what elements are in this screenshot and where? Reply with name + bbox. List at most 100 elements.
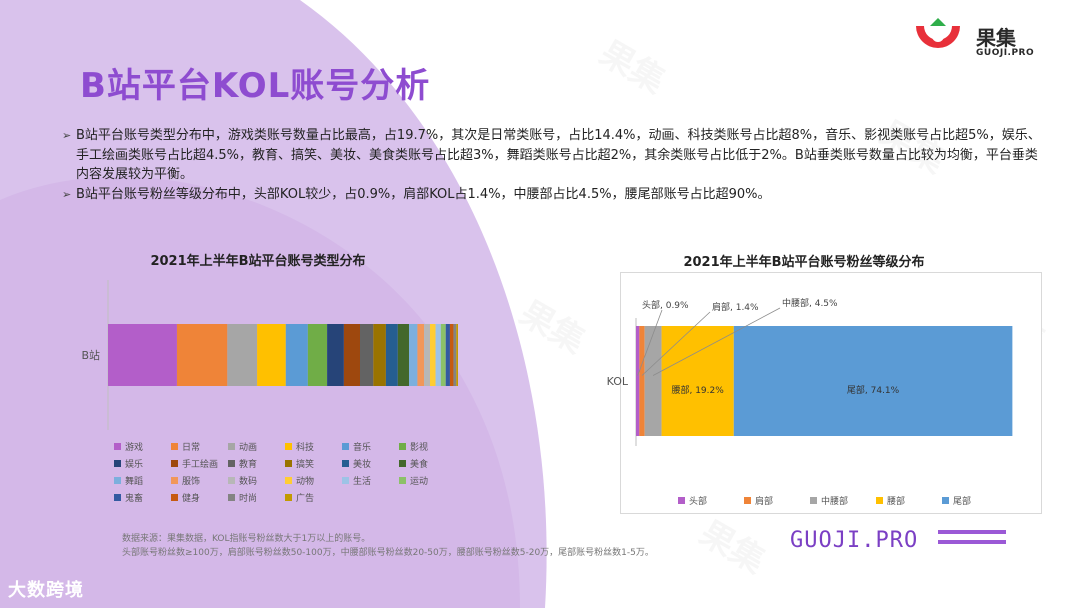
legend-swatch <box>744 497 751 504</box>
page-title: B站平台KOL账号分析 <box>80 66 431 106</box>
footer-bars-icon <box>938 530 1006 554</box>
bar-时尚 <box>453 324 457 386</box>
legend-swatch <box>810 497 817 504</box>
legend-label: 娱乐 <box>125 458 143 470</box>
bullet-item: B站平台账号类型分布中，游戏类账号数量占比最高，占19.7%，其次是日常类账号，… <box>62 126 1042 185</box>
legend-swatch <box>342 477 349 484</box>
legend-label: 动物 <box>296 475 314 487</box>
legend-swatch <box>285 443 292 450</box>
legend-label: 鬼畜 <box>125 492 143 504</box>
bar-音乐 <box>285 324 308 386</box>
bar-美妆 <box>385 324 398 386</box>
legend-label: 搞笑 <box>296 458 314 470</box>
chart1-category-label: B站 <box>81 348 100 362</box>
legend-label: 数码 <box>239 475 257 487</box>
legend-swatch <box>228 494 235 501</box>
legend-label: 肩部 <box>755 495 773 507</box>
legend-swatch <box>114 460 121 467</box>
bar-教育 <box>360 324 374 386</box>
chart1-title: 2021年上半年B站平台账号类型分布 <box>150 254 366 269</box>
bar-动画 <box>227 324 258 386</box>
logo-name: 果集 <box>976 26 1016 50</box>
legend-swatch <box>285 477 292 484</box>
legend-swatch <box>399 443 406 450</box>
legend-label: 日常 <box>182 441 200 453</box>
legend-swatch <box>228 477 235 484</box>
legend-label: 生活 <box>353 475 371 487</box>
legend-label: 教育 <box>239 458 257 470</box>
bar-影视 <box>307 324 328 386</box>
legend-label: 广告 <box>296 492 314 504</box>
callout-line <box>652 307 781 376</box>
legend-label: 影视 <box>410 441 428 453</box>
data-label: 肩部, 1.4% <box>712 301 759 313</box>
legend-label: 腰部 <box>887 495 905 507</box>
legend-label: 舞蹈 <box>125 476 143 487</box>
bar-头部 <box>636 326 640 436</box>
legend-label: 科技 <box>296 441 314 453</box>
bar-生活 <box>435 324 441 386</box>
bar-服饰 <box>417 324 425 386</box>
legend-swatch <box>942 497 949 504</box>
legend-swatch <box>678 497 685 504</box>
bottom-logo: 大数跨境 <box>8 580 84 601</box>
bar-日常 <box>176 324 228 386</box>
legend-swatch <box>285 460 292 467</box>
legend-swatch <box>114 477 121 484</box>
bar-运动 <box>440 324 446 386</box>
chart2-title: 2021年上半年B站平台账号粉丝等级分布 <box>683 255 925 270</box>
data-label: 尾部, 74.1% <box>847 384 900 396</box>
legend-swatch <box>285 494 292 501</box>
bar-健身 <box>449 324 454 386</box>
data-label: 中腰部, 4.5% <box>782 297 838 309</box>
logo-subtitle: GUOJI.PRO <box>976 48 1035 58</box>
legend-swatch <box>171 494 178 501</box>
legend-label: 头部 <box>689 495 707 507</box>
bar-美食 <box>397 324 409 386</box>
chart2-category-label: KOL <box>607 375 629 388</box>
legend-label: 游戏 <box>125 441 143 453</box>
bar-游戏 <box>108 324 177 386</box>
callout-line <box>637 309 663 376</box>
legend-label: 美妆 <box>353 458 371 470</box>
legend-label: 动画 <box>239 442 257 453</box>
bar-广告 <box>456 324 458 386</box>
legend-label: 美食 <box>410 458 428 470</box>
legend-label: 音乐 <box>353 441 371 453</box>
bar-动物 <box>430 324 436 386</box>
legend-swatch <box>171 460 178 467</box>
callout-line <box>641 311 711 376</box>
bar-舞蹈 <box>409 324 418 386</box>
legend-swatch <box>114 494 121 501</box>
legend-swatch <box>342 460 349 467</box>
bar-手工绘画 <box>343 324 360 386</box>
legend-label: 服饰 <box>182 475 200 487</box>
bar-中腰部 <box>644 326 662 436</box>
source-line: 头部账号粉丝数≥100万，肩部账号粉丝数50-100万，中腰部账号粉丝数20-5… <box>122 548 654 558</box>
legend-swatch <box>876 497 883 504</box>
bar-娱乐 <box>327 324 344 386</box>
bar-腰部 <box>661 326 734 436</box>
legend-swatch <box>228 460 235 467</box>
summary-bullets: B站平台账号类型分布中，游戏类账号数量占比最高，占19.7%，其次是日常类账号，… <box>62 126 1042 204</box>
legend-swatch <box>342 443 349 450</box>
legend-swatch <box>399 477 406 484</box>
data-label: 腰部, 19.2% <box>671 384 724 396</box>
bullet-item: B站平台账号粉丝等级分布中，头部KOL较少，占0.9%，肩部KOL占1.4%，中… <box>62 185 1042 205</box>
legend-label: 手工绘画 <box>182 458 218 470</box>
bar-尾部 <box>733 326 1013 436</box>
guoji-logo-icon <box>916 18 960 48</box>
legend-swatch <box>171 477 178 484</box>
legend-label: 健身 <box>182 492 200 504</box>
legend-label: 中腰部 <box>821 495 848 507</box>
legend-swatch <box>228 443 235 450</box>
bar-搞笑 <box>373 324 386 386</box>
data-label: 头部, 0.9% <box>642 299 689 311</box>
bar-科技 <box>257 324 286 386</box>
bar-肩部 <box>639 326 645 436</box>
legend-label: 时尚 <box>239 492 257 504</box>
bar-鬼畜 <box>445 324 450 386</box>
footer-brand: GUOJI.PRO <box>790 528 919 553</box>
fan-level-chart: KOL 头部, 0.9% 肩部, 1.4% 中腰部, 4.5% 腰部, 19.2% 尾部… <box>607 297 1013 507</box>
